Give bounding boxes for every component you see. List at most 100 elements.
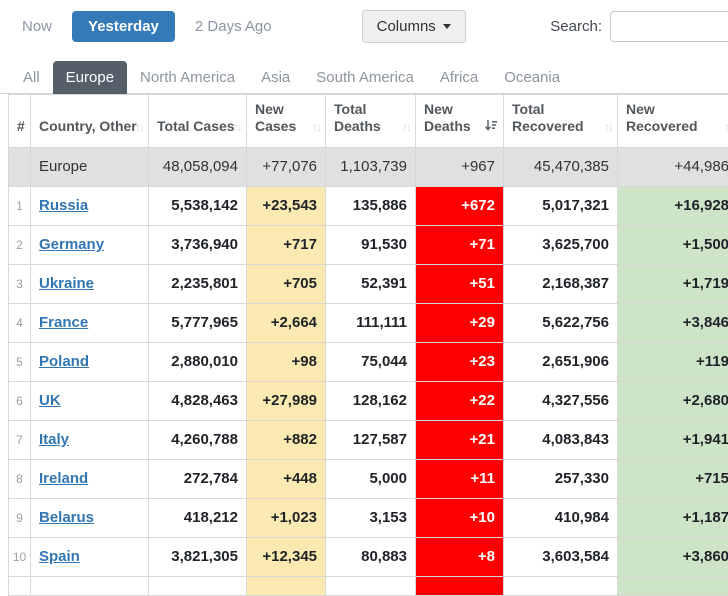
country-link[interactable]: France	[39, 314, 88, 331]
total-recovered-cell: 410,984	[504, 499, 618, 538]
new-deaths-cell: +22	[416, 382, 504, 421]
new-cases-cell: +2,664	[247, 304, 326, 343]
total-cases-cell: 3,736,940	[149, 226, 247, 265]
tab-asia[interactable]: Asia	[248, 61, 303, 94]
country-cell: Italy	[31, 421, 149, 460]
new-cases-cell: +27,989	[247, 382, 326, 421]
country-cell: France	[31, 304, 149, 343]
rank-cell: 3	[9, 265, 31, 304]
table-row: 9 Belarus 418,212 +1,023 3,153 +10 410,9…	[9, 499, 728, 538]
new-cases-cell: +77,076	[247, 148, 326, 187]
new-recovered-cell: +2,680	[618, 382, 728, 421]
time-filter-2-days-ago[interactable]: 2 Days Ago	[183, 11, 284, 42]
rank-cell	[9, 148, 31, 187]
new-deaths-cell: +71	[416, 226, 504, 265]
new-cases-cell: +882	[247, 421, 326, 460]
header-country[interactable]: Country, Other ↑↓	[31, 95, 149, 148]
total-cases-cell: 5,777,965	[149, 304, 247, 343]
search-container: Search:	[550, 11, 728, 42]
new-recovered-cell	[618, 577, 728, 596]
new-cases-cell: +705	[247, 265, 326, 304]
country-link[interactable]: Ukraine	[39, 275, 94, 292]
header-new-cases-label: New Cases	[255, 101, 296, 134]
total-recovered-cell: 3,603,584	[504, 538, 618, 577]
table-row: 10 Spain 3,821,305 +12,345 80,883 +8 3,6…	[9, 538, 728, 577]
country-link[interactable]: Poland	[39, 353, 89, 370]
total-deaths-cell: 80,883	[326, 538, 416, 577]
columns-dropdown-button[interactable]: Columns	[362, 10, 466, 43]
total-recovered-cell: 45,470,385	[504, 148, 618, 187]
header-new-deaths[interactable]: New Deaths	[416, 95, 504, 148]
rank-cell: 10	[9, 538, 31, 577]
header-total-cases[interactable]: Total Cases ↑↓	[149, 95, 247, 148]
total-recovered-cell: 2,651,906	[504, 343, 618, 382]
new-cases-cell: +717	[247, 226, 326, 265]
tab-south-america[interactable]: South America	[303, 61, 427, 94]
total-cases-cell: 418,212	[149, 499, 247, 538]
country-link[interactable]: Russia	[39, 197, 88, 214]
new-recovered-cell: +1,187	[618, 499, 728, 538]
country-link[interactable]: UK	[39, 392, 61, 409]
header-country-label: Country, Other	[39, 118, 137, 134]
total-recovered-cell: 257,330	[504, 460, 618, 499]
new-recovered-cell: +3,846	[618, 304, 728, 343]
new-recovered-cell: +715	[618, 460, 728, 499]
region-tab-bar: All Europe North America Asia South Amer…	[0, 61, 728, 94]
country-cell: Poland	[31, 343, 149, 382]
search-label: Search:	[550, 18, 602, 35]
country-cell: Russia	[31, 187, 149, 226]
time-filter-yesterday[interactable]: Yesterday	[72, 11, 175, 42]
table-row: 5 Poland 2,880,010 +98 75,044 +23 2,651,…	[9, 343, 728, 382]
total-cases-cell	[149, 577, 247, 596]
tab-all[interactable]: All	[10, 61, 53, 94]
total-deaths-cell: 5,000	[326, 460, 416, 499]
search-input[interactable]	[610, 11, 728, 42]
rank-cell: 8	[9, 460, 31, 499]
country-cell: UK	[31, 382, 149, 421]
new-deaths-cell: +967	[416, 148, 504, 187]
new-recovered-cell: +1,719	[618, 265, 728, 304]
covid-stats-table: # Country, Other ↑↓ Total Cases ↑↓ New C…	[8, 94, 728, 596]
new-cases-cell: +12,345	[247, 538, 326, 577]
sort-descending-icon	[484, 119, 498, 136]
country-link[interactable]: Belarus	[39, 509, 94, 526]
table-row	[9, 577, 728, 596]
header-rank[interactable]: #	[9, 95, 31, 148]
country-cell: Ukraine	[31, 265, 149, 304]
total-deaths-cell	[326, 577, 416, 596]
new-deaths-cell	[416, 577, 504, 596]
toolbar: Now Yesterday 2 Days Ago Columns Search:	[0, 0, 728, 49]
table-header-row: # Country, Other ↑↓ Total Cases ↑↓ New C…	[9, 95, 728, 148]
tab-oceania[interactable]: Oceania	[491, 61, 573, 94]
country-link[interactable]: Germany	[39, 236, 104, 253]
new-deaths-cell: +10	[416, 499, 504, 538]
header-new-recovered[interactable]: New Recovered ↑↓	[618, 95, 728, 148]
table-row: 8 Ireland 272,784 +448 5,000 +11 257,330…	[9, 460, 728, 499]
country-link[interactable]: Ireland	[39, 470, 88, 487]
sort-unsorted-icon: ↑↓	[402, 119, 410, 136]
sort-unsorted-icon: ↑↓	[604, 119, 612, 136]
rank-cell: 6	[9, 382, 31, 421]
total-deaths-cell: 127,587	[326, 421, 416, 460]
total-deaths-cell: 128,162	[326, 382, 416, 421]
country-link[interactable]: Italy	[39, 431, 69, 448]
header-new-cases[interactable]: New Cases ↑↓	[247, 95, 326, 148]
table-row: 6 UK 4,828,463 +27,989 128,162 +22 4,327…	[9, 382, 728, 421]
header-new-deaths-label: New Deaths	[424, 101, 471, 134]
total-cases-cell: 48,058,094	[149, 148, 247, 187]
total-deaths-cell: 135,886	[326, 187, 416, 226]
country-link[interactable]: Spain	[39, 548, 80, 565]
new-recovered-cell: +16,928	[618, 187, 728, 226]
time-filter-now[interactable]: Now	[10, 11, 64, 42]
tab-north-america[interactable]: North America	[127, 61, 248, 94]
total-cases-cell: 2,235,801	[149, 265, 247, 304]
tab-africa[interactable]: Africa	[427, 61, 491, 94]
rank-cell	[9, 577, 31, 596]
total-recovered-cell: 3,625,700	[504, 226, 618, 265]
tab-europe[interactable]: Europe	[53, 61, 127, 94]
header-total-recovered[interactable]: Total Recovered ↑↓	[504, 95, 618, 148]
new-cases-cell: +1,023	[247, 499, 326, 538]
covid-table-container: # Country, Other ↑↓ Total Cases ↑↓ New C…	[0, 94, 728, 596]
header-total-deaths[interactable]: Total Deaths ↑↓	[326, 95, 416, 148]
total-cases-cell: 272,784	[149, 460, 247, 499]
